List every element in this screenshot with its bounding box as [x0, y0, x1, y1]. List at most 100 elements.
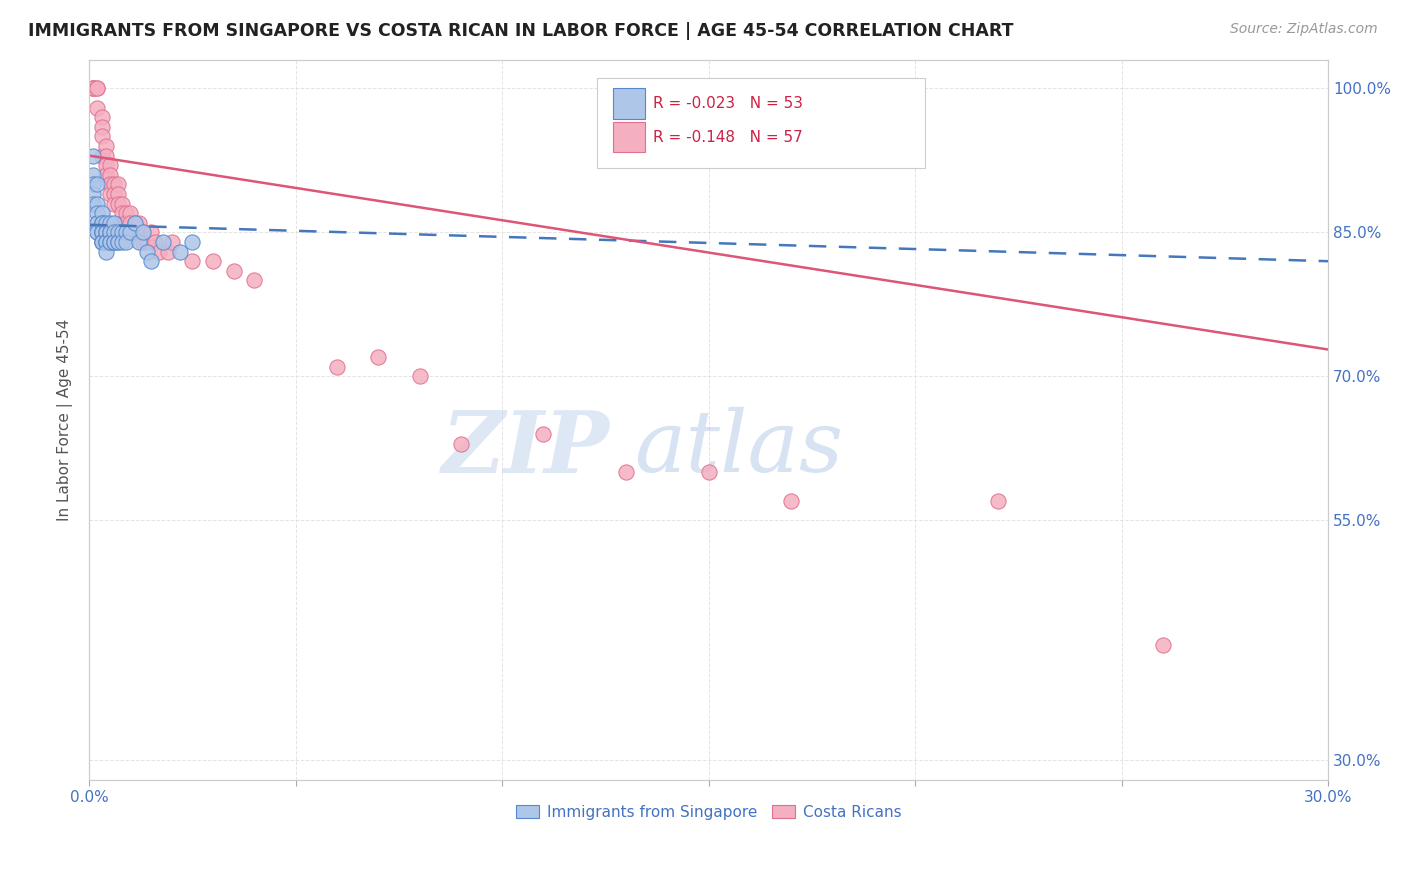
Point	[94, 226, 117, 240]
Point	[132, 226, 155, 240]
Text: Source: ZipAtlas.com: Source: ZipAtlas.com	[1230, 22, 1378, 37]
Point	[86, 196, 108, 211]
Point	[90, 216, 112, 230]
Point	[111, 206, 134, 220]
Point	[103, 216, 125, 230]
Point	[98, 226, 121, 240]
Point	[120, 226, 142, 240]
Point	[160, 235, 183, 249]
Point	[86, 206, 108, 220]
Point	[139, 226, 162, 240]
Point	[82, 168, 104, 182]
Point	[103, 235, 125, 249]
Point	[82, 81, 104, 95]
Point	[152, 235, 174, 249]
Point	[132, 235, 155, 249]
Text: IMMIGRANTS FROM SINGAPORE VS COSTA RICAN IN LABOR FORCE | AGE 45-54 CORRELATION : IMMIGRANTS FROM SINGAPORE VS COSTA RICAN…	[28, 22, 1014, 40]
Point	[987, 494, 1010, 508]
Point	[90, 148, 112, 162]
Point	[107, 235, 129, 249]
Point	[94, 139, 117, 153]
Point	[614, 466, 637, 480]
Point	[86, 81, 108, 95]
Point	[98, 226, 121, 240]
Point	[780, 494, 803, 508]
Point	[90, 110, 112, 124]
Point	[86, 81, 108, 95]
Point	[115, 226, 138, 240]
Point	[115, 235, 138, 249]
FancyBboxPatch shape	[613, 88, 645, 119]
Point	[107, 226, 129, 240]
Point	[86, 178, 108, 192]
Point	[243, 273, 266, 287]
Text: ZIP: ZIP	[441, 407, 610, 490]
Legend: Immigrants from Singapore, Costa Ricans: Immigrants from Singapore, Costa Ricans	[510, 798, 907, 826]
Point	[82, 186, 104, 201]
Point	[103, 178, 125, 192]
Point	[148, 244, 170, 259]
Point	[94, 235, 117, 249]
Point	[367, 350, 389, 364]
Point	[98, 216, 121, 230]
Point	[86, 216, 108, 230]
Point	[124, 226, 146, 240]
Point	[156, 244, 179, 259]
Point	[120, 216, 142, 230]
Point	[86, 226, 108, 240]
Point	[94, 226, 117, 240]
Point	[90, 129, 112, 144]
Point	[98, 178, 121, 192]
Point	[1152, 638, 1174, 652]
Point	[94, 244, 117, 259]
Text: R = -0.148   N = 57: R = -0.148 N = 57	[652, 130, 803, 145]
Point	[90, 216, 112, 230]
Point	[86, 101, 108, 115]
Point	[90, 206, 112, 220]
Point	[103, 226, 125, 240]
Point	[222, 264, 245, 278]
Point	[98, 158, 121, 172]
Point	[132, 226, 155, 240]
Point	[103, 186, 125, 201]
Point	[90, 226, 112, 240]
Point	[181, 235, 204, 249]
Point	[111, 235, 134, 249]
Point	[107, 186, 129, 201]
Point	[111, 226, 134, 240]
Text: R = -0.023   N = 53: R = -0.023 N = 53	[652, 96, 803, 111]
Point	[90, 235, 112, 249]
Point	[533, 427, 555, 442]
Point	[98, 168, 121, 182]
Point	[86, 216, 108, 230]
Point	[82, 196, 104, 211]
Point	[94, 216, 117, 230]
Point	[143, 235, 166, 249]
Point	[103, 235, 125, 249]
Point	[82, 178, 104, 192]
Point	[408, 369, 430, 384]
FancyBboxPatch shape	[613, 122, 645, 153]
Point	[139, 254, 162, 268]
Point	[136, 244, 159, 259]
Point	[128, 235, 150, 249]
Point	[94, 158, 117, 172]
Point	[82, 148, 104, 162]
Point	[120, 226, 142, 240]
Point	[86, 226, 108, 240]
Point	[94, 148, 117, 162]
Point	[202, 254, 225, 268]
Point	[124, 216, 146, 230]
Point	[107, 235, 129, 249]
Point	[124, 216, 146, 230]
Point	[94, 235, 117, 249]
Point	[115, 206, 138, 220]
Point	[94, 235, 117, 249]
Point	[111, 216, 134, 230]
Point	[94, 168, 117, 182]
Point	[98, 235, 121, 249]
Point	[107, 196, 129, 211]
Point	[82, 81, 104, 95]
Point	[98, 186, 121, 201]
Point	[115, 216, 138, 230]
